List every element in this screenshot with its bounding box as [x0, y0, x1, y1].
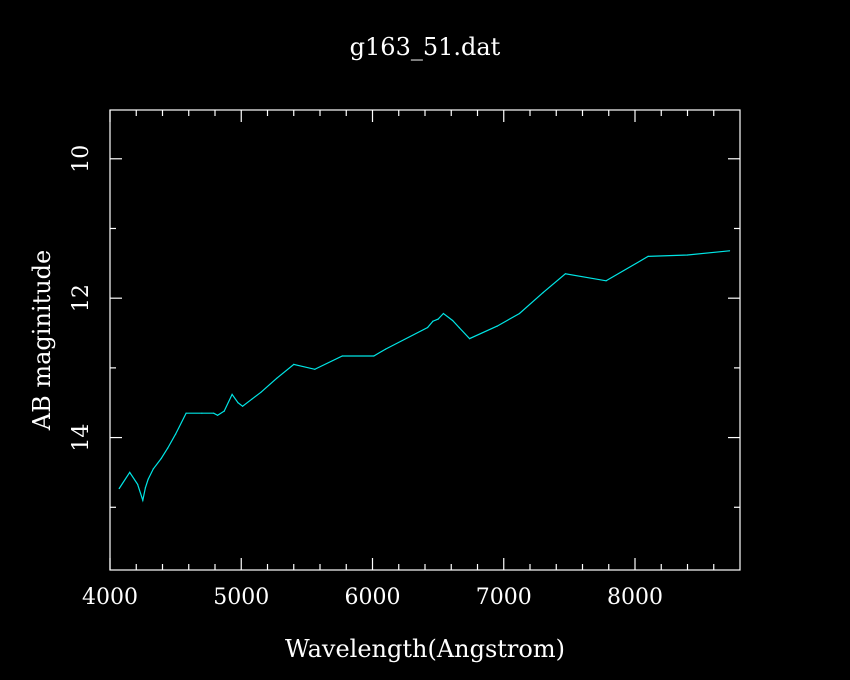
data-point — [223, 410, 225, 412]
y-tick-label: 12 — [69, 284, 94, 312]
data-point — [385, 348, 387, 350]
data-point — [686, 254, 689, 256]
data-point — [167, 447, 169, 449]
plot-frame — [109, 109, 741, 571]
data-point — [260, 391, 262, 393]
y-tick-label: 10 — [69, 145, 94, 173]
data-point — [442, 312, 444, 315]
data-point — [137, 483, 139, 485]
data-point — [231, 393, 233, 395]
x-tick-label: 6000 — [345, 585, 401, 610]
x-tick-label: 4000 — [82, 585, 138, 610]
data-point — [469, 338, 471, 340]
data-point — [237, 402, 239, 404]
data-point — [647, 255, 649, 257]
data-point — [242, 405, 244, 407]
x-tick-label: 8000 — [607, 585, 663, 610]
data-point — [518, 312, 521, 315]
data-point — [728, 250, 731, 252]
series-layer — [118, 250, 731, 503]
tick-labels: 4000 5000 6000 7000 8000 10 12 14 — [69, 145, 663, 610]
data-point — [213, 412, 215, 414]
data-point — [201, 412, 203, 414]
data-point — [152, 468, 154, 470]
axis-ticks — [109, 110, 740, 570]
data-point — [293, 363, 295, 365]
data-point — [147, 478, 149, 480]
x-tick-label: 5000 — [213, 585, 269, 610]
data-point — [496, 325, 498, 327]
data-point — [160, 457, 162, 460]
data-point — [564, 273, 567, 275]
data-point — [432, 320, 434, 322]
data-point — [452, 319, 454, 322]
data-point — [427, 326, 429, 329]
data-point — [142, 499, 144, 501]
data-point — [373, 355, 375, 357]
x-axis-label: Wavelength(Angstrom) — [285, 635, 565, 663]
y-axis-label: AB maginitude — [28, 250, 56, 432]
data-point — [144, 487, 146, 489]
data-point — [276, 377, 278, 379]
chart-title: g163_51.dat — [350, 33, 501, 61]
data-point — [118, 487, 120, 490]
data-point — [542, 292, 544, 294]
data-point — [251, 398, 253, 400]
data-point — [458, 326, 460, 329]
data-point — [437, 318, 439, 320]
series-line — [118, 250, 730, 503]
data-point — [175, 433, 177, 435]
data-point — [185, 412, 187, 414]
data-point — [341, 355, 343, 357]
y-tick-label: 14 — [69, 424, 94, 452]
data-point — [605, 280, 607, 282]
x-tick-label: 7000 — [476, 585, 532, 610]
data-point — [217, 414, 219, 416]
data-point — [314, 368, 316, 370]
data-point — [129, 471, 131, 473]
